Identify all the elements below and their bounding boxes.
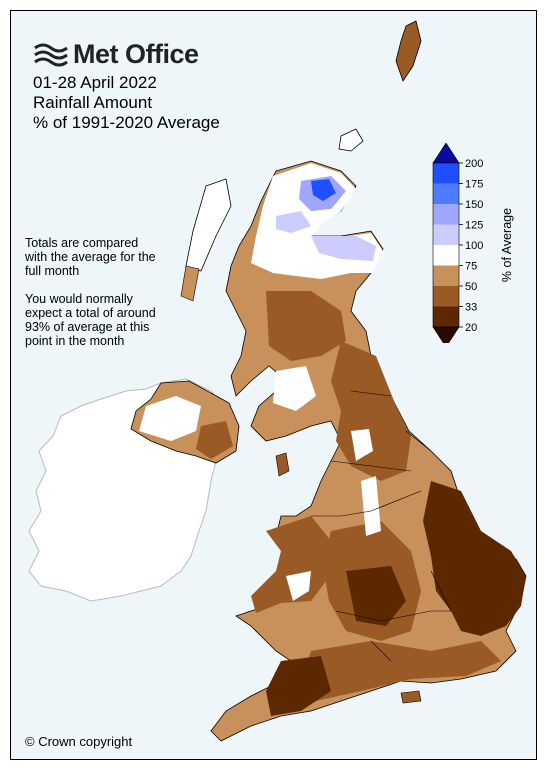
explanatory-note: Totals are compared with the average for… xyxy=(25,236,157,362)
wales-white xyxy=(286,571,311,601)
legend-band xyxy=(433,286,459,307)
legend-title: % of Average xyxy=(500,208,514,282)
legend-tick-label: 175 xyxy=(465,179,483,191)
northern-ireland-brown xyxy=(196,421,233,459)
legend-tick-label: 20 xyxy=(465,322,477,334)
legend-tick-label: 150 xyxy=(465,199,483,211)
southwest-dark xyxy=(266,656,331,716)
legend-band xyxy=(433,204,459,225)
south-scotland xyxy=(266,291,346,361)
yorkshire-white xyxy=(361,476,381,536)
met-office-logo: Met Office xyxy=(33,39,199,70)
isle-of-man xyxy=(275,452,290,477)
legend-tick-label: 200 xyxy=(465,158,483,170)
southwest-scotland-white xyxy=(273,366,316,411)
east-england-dark xyxy=(423,481,526,636)
orkney xyxy=(338,128,364,152)
legend-band xyxy=(433,306,459,327)
legend-tick-label: 75 xyxy=(465,261,477,273)
title-baseline: % of 1991-2020 Average xyxy=(33,113,220,132)
shetland xyxy=(395,20,422,82)
south-england-dark xyxy=(301,641,501,701)
outer-hebrides-south xyxy=(180,265,200,302)
legend-band xyxy=(433,224,459,245)
wales xyxy=(251,516,331,613)
rainfall-map xyxy=(28,20,527,742)
isle-of-wight xyxy=(400,690,422,704)
blue-patch-east xyxy=(311,236,376,261)
midlands-darker xyxy=(346,566,406,626)
colour-legend: 200 175 150 125 100 75 50 33 20 % of Average xyxy=(432,143,514,343)
legend-band xyxy=(433,245,459,266)
legend-tick-label: 100 xyxy=(465,240,483,252)
legend-band xyxy=(433,163,459,184)
legend-band-above-max xyxy=(432,143,460,164)
copyright-notice: © Crown copyright xyxy=(25,734,133,749)
pennines-white xyxy=(351,429,373,461)
northern-ireland-white xyxy=(139,396,201,441)
map-frame: Met Office 01-28 April 2022 Rainfall Amo… xyxy=(10,10,537,760)
blue-patch-west xyxy=(276,211,311,233)
legend-tick-label: 125 xyxy=(465,220,483,232)
blue-patch-core xyxy=(311,179,336,201)
met-office-logo-icon xyxy=(34,43,68,66)
region-borders xyxy=(311,390,452,662)
legend-tick-label: 50 xyxy=(465,281,477,293)
north-england xyxy=(331,341,411,481)
legend-band xyxy=(433,183,459,204)
note-paragraph-2: You would normally expect a total of aro… xyxy=(25,292,156,348)
note-paragraph-1: Totals are compared with the average for… xyxy=(25,236,156,278)
title-variable: Rainfall Amount xyxy=(33,93,153,112)
logo-text: Met Office xyxy=(73,39,199,69)
outer-hebrides xyxy=(185,178,232,272)
title-date-range: 01-28 April 2022 xyxy=(33,73,157,92)
legend-band xyxy=(433,265,459,286)
legend-band-below-min xyxy=(432,326,460,343)
legend-tick-label: 33 xyxy=(465,302,477,314)
map-title: 01-28 April 2022 Rainfall Amount % of 19… xyxy=(33,73,220,133)
